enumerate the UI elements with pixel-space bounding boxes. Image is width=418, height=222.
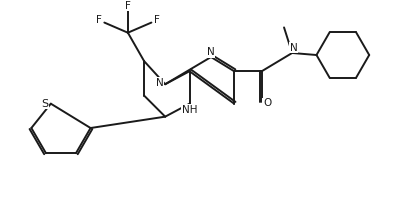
Text: NH: NH bbox=[182, 105, 197, 115]
Text: S: S bbox=[41, 99, 49, 109]
Text: N: N bbox=[156, 78, 164, 88]
Text: N: N bbox=[290, 43, 298, 53]
Text: O: O bbox=[263, 98, 271, 108]
Text: F: F bbox=[125, 0, 131, 10]
Text: F: F bbox=[154, 15, 160, 25]
Text: N: N bbox=[207, 47, 215, 57]
Text: F: F bbox=[96, 15, 102, 25]
